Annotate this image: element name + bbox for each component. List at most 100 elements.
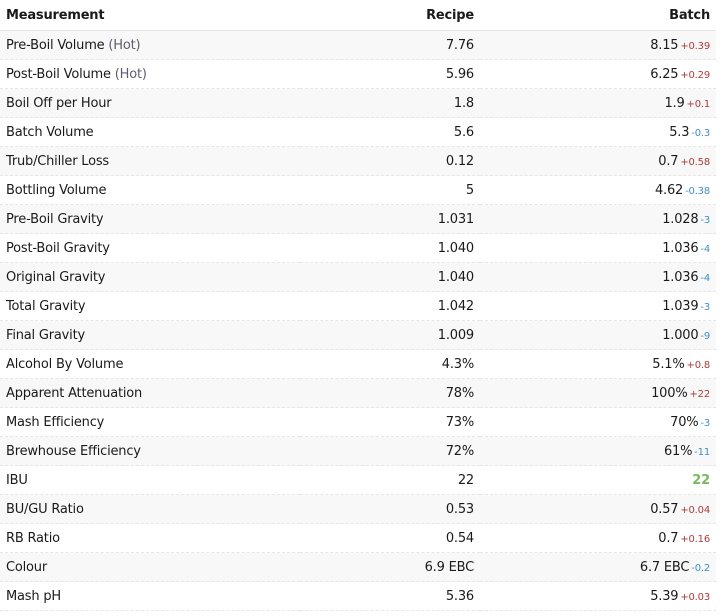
table-row: Final Gravity 1.009 1.000 -9: [0, 320, 716, 350]
measurement-cell: Alcohol By Volume: [0, 349, 300, 379]
batch-cell: 6.25 +0.29: [480, 59, 716, 89]
table-row: Colour 6.9 EBC 6.7 EBC -0.2: [0, 552, 716, 582]
measurement-cell: BU/GU Ratio: [0, 494, 300, 524]
batch-value: 5.1%: [652, 356, 685, 372]
batch-value: 100%: [651, 385, 688, 401]
recipe-value: 1.031: [300, 204, 480, 234]
table-row: IBU 22 22: [0, 465, 716, 495]
measurement-cell: Post-Boil Gravity: [0, 233, 300, 263]
measurement-label: Post-Boil Gravity: [6, 240, 110, 256]
table-row: Pre-Boil Volume (Hot) 7.76 8.15 +0.39: [0, 30, 716, 60]
measurement-label: Batch Volume: [6, 124, 94, 140]
measurement-column-header: Measurement: [0, 0, 300, 31]
batch-delta: -0.3: [691, 127, 710, 139]
batch-delta: -4: [700, 243, 710, 255]
batch-cell: 0.7 +0.58: [480, 146, 716, 176]
measurement-label: Final Gravity: [6, 327, 85, 343]
batch-cell: 61% -11: [480, 436, 716, 466]
batch-delta: -3: [700, 214, 710, 226]
measurement-cell: Pre-Boil Gravity: [0, 204, 300, 234]
batch-cell: 4.62 -0.38: [480, 175, 716, 205]
measurement-cell: Boil Off per Hour: [0, 88, 300, 118]
batch-cell: 22: [480, 465, 716, 495]
table-row: Original Gravity 1.040 1.036 -4: [0, 262, 716, 292]
recipe-value: 7.76: [300, 30, 480, 60]
measurement-cell: Mash pH: [0, 581, 300, 611]
batch-value: 0.57: [650, 501, 679, 517]
table-row: Mash Efficiency 73% 70% -3: [0, 407, 716, 437]
batch-column-header: Batch: [480, 0, 716, 31]
table-row: Apparent Attenuation 78% 100% +22: [0, 378, 716, 408]
table-row: Batch Volume 5.6 5.3 -0.3: [0, 117, 716, 147]
table-row: BU/GU Ratio 0.53 0.57 +0.04: [0, 494, 716, 524]
recipe-value: 1.042: [300, 291, 480, 321]
table-row: RB Ratio 0.54 0.7 +0.16: [0, 523, 716, 553]
measurement-cell: Bottling Volume: [0, 175, 300, 205]
measurement-label: BU/GU Ratio: [6, 501, 84, 517]
batch-value: 6.25: [650, 66, 679, 82]
recipe-column-header: Recipe: [300, 0, 480, 31]
batch-delta: -3: [700, 417, 710, 429]
measurement-cell: Pre-Boil Volume (Hot): [0, 30, 300, 60]
batch-value: 5.3: [669, 124, 690, 140]
batch-value: 1.036: [662, 269, 699, 285]
measurement-label: Mash pH: [6, 588, 61, 604]
measurement-cell: IBU: [0, 465, 300, 495]
measurement-label: Alcohol By Volume: [6, 356, 124, 372]
batch-cell: 5.1% +0.8: [480, 349, 716, 379]
measurement-note: (Hot): [108, 37, 141, 53]
batch-value: 8.15: [650, 37, 679, 53]
table-row: Bottling Volume 5 4.62 -0.38: [0, 175, 716, 205]
batch-delta: +0.04: [680, 504, 710, 516]
batch-delta: -4: [700, 272, 710, 284]
batch-value: 1.9: [664, 95, 685, 111]
table-row: Boil Off per Hour 1.8 1.9 +0.1: [0, 88, 716, 118]
batch-cell: 5.39 +0.03: [480, 581, 716, 611]
table-row: Total Gravity 1.042 1.039 -3: [0, 291, 716, 321]
recipe-value: 5: [300, 175, 480, 205]
measurement-label: RB Ratio: [6, 530, 60, 546]
recipe-value: 1.8: [300, 88, 480, 118]
batch-cell: 100% +22: [480, 378, 716, 408]
measurement-label: Original Gravity: [6, 269, 106, 285]
batch-cell: 0.7 +0.16: [480, 523, 716, 553]
measurement-cell: Post-Boil Volume (Hot): [0, 59, 300, 89]
measurement-cell: Original Gravity: [0, 262, 300, 292]
table-row: Brewhouse Efficiency 72% 61% -11: [0, 436, 716, 466]
batch-cell: 1.000 -9: [480, 320, 716, 350]
measurement-label: Colour: [6, 559, 47, 575]
measurement-label: Total Gravity: [6, 298, 86, 314]
batch-cell: 8.15 +0.39: [480, 30, 716, 60]
recipe-value: 6.9 EBC: [300, 552, 480, 582]
batch-delta: +0.16: [680, 533, 710, 545]
measurement-label: Boil Off per Hour: [6, 95, 112, 111]
measurement-cell: Colour: [0, 552, 300, 582]
batch-cell: 1.9 +0.1: [480, 88, 716, 118]
batch-cell: 6.7 EBC -0.2: [480, 552, 716, 582]
batch-delta: +0.58: [680, 156, 710, 168]
recipe-value: 0.54: [300, 523, 480, 553]
recipe-value: 1.040: [300, 233, 480, 263]
measurement-label: Bottling Volume: [6, 182, 107, 198]
measurement-label: Pre-Boil Gravity: [6, 211, 104, 227]
measurement-label: Apparent Attenuation: [6, 385, 143, 401]
table-row: Post-Boil Volume (Hot) 5.96 6.25 +0.29: [0, 59, 716, 89]
recipe-value: 73%: [300, 407, 480, 437]
measurement-cell: Brewhouse Efficiency: [0, 436, 300, 466]
measurement-label: Trub/Chiller Loss: [6, 153, 109, 169]
recipe-value: 1.040: [300, 262, 480, 292]
batch-value: 1.036: [662, 240, 699, 256]
batch-cell: 0.57 +0.04: [480, 494, 716, 524]
recipe-value: 0.12: [300, 146, 480, 176]
batch-delta: -0.2: [691, 562, 710, 574]
table-row: Mash pH 5.36 5.39 +0.03: [0, 581, 716, 611]
batch-delta: +0.8: [686, 359, 711, 371]
recipe-value: 4.3%: [300, 349, 480, 379]
measurement-cell: Mash Efficiency: [0, 407, 300, 437]
batch-value: 70%: [670, 414, 699, 430]
batch-delta: +22: [689, 388, 710, 400]
table-row: Post-Boil Gravity 1.040 1.036 -4: [0, 233, 716, 263]
batch-value: 0.7: [658, 530, 679, 546]
batch-cell: 5.3 -0.3: [480, 117, 716, 147]
